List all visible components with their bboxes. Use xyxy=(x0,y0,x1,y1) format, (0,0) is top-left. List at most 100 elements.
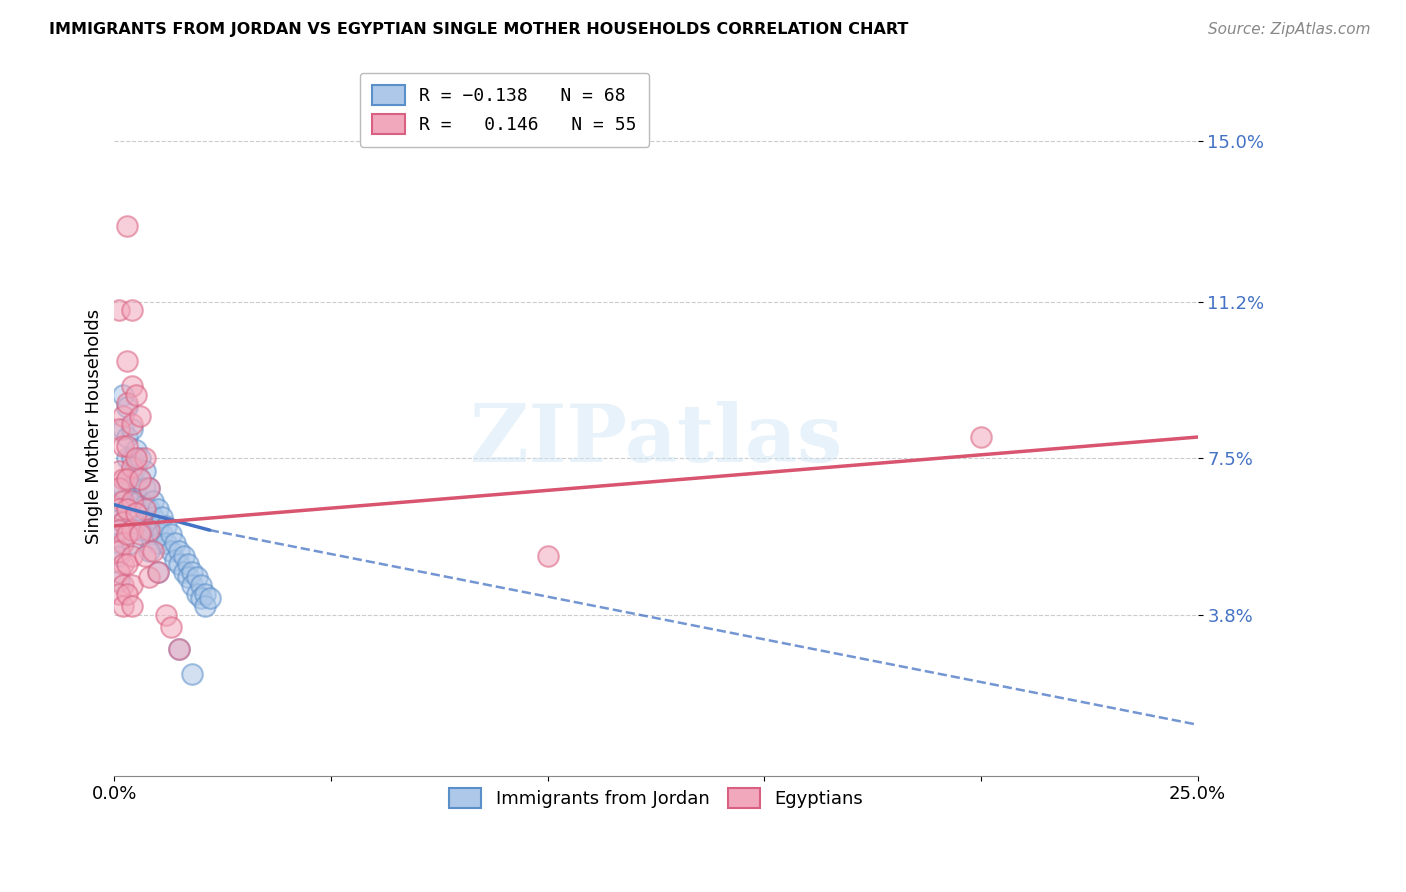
Point xyxy=(138,544,160,558)
Point xyxy=(129,451,152,466)
Point xyxy=(112,409,135,423)
Point xyxy=(121,549,143,563)
Point xyxy=(159,620,181,634)
Point xyxy=(125,459,148,474)
Point xyxy=(107,566,129,580)
Point xyxy=(198,591,221,605)
Point xyxy=(537,549,560,563)
Point xyxy=(112,421,135,435)
Point xyxy=(117,472,139,486)
Point xyxy=(112,557,135,571)
Point xyxy=(181,578,204,592)
Point xyxy=(186,586,208,600)
Point xyxy=(117,557,139,571)
Point xyxy=(173,549,195,563)
Point xyxy=(129,472,152,486)
Point xyxy=(186,569,208,583)
Point xyxy=(173,566,195,580)
Point xyxy=(117,586,139,600)
Point xyxy=(121,459,143,474)
Text: IMMIGRANTS FROM JORDAN VS EGYPTIAN SINGLE MOTHER HOUSEHOLDS CORRELATION CHART: IMMIGRANTS FROM JORDAN VS EGYPTIAN SINGL… xyxy=(49,22,908,37)
Point xyxy=(112,599,135,614)
Point xyxy=(138,569,160,583)
Point xyxy=(146,566,169,580)
Point xyxy=(117,451,139,466)
Point xyxy=(181,667,204,681)
Point xyxy=(138,523,160,537)
Point xyxy=(117,472,139,486)
Point xyxy=(121,417,143,432)
Point xyxy=(129,472,152,486)
Point xyxy=(112,515,135,529)
Point xyxy=(138,519,160,533)
Point xyxy=(190,578,212,592)
Point xyxy=(134,481,156,495)
Point xyxy=(107,493,129,508)
Point xyxy=(107,523,129,537)
Point xyxy=(134,451,156,466)
Point xyxy=(129,409,152,423)
Point xyxy=(150,510,173,524)
Point xyxy=(121,578,143,592)
Point xyxy=(117,354,139,368)
Point xyxy=(112,536,135,550)
Point xyxy=(117,430,139,444)
Point xyxy=(117,527,139,541)
Point xyxy=(150,527,173,541)
Point xyxy=(107,303,129,318)
Point xyxy=(138,481,160,495)
Point xyxy=(169,557,191,571)
Point xyxy=(107,549,129,563)
Point xyxy=(117,502,139,516)
Point xyxy=(134,515,156,529)
Point xyxy=(112,438,135,452)
Point xyxy=(169,544,191,558)
Point xyxy=(194,599,217,614)
Point xyxy=(121,536,143,550)
Point xyxy=(125,506,148,520)
Text: ZIPatlas: ZIPatlas xyxy=(470,401,842,479)
Point xyxy=(107,586,129,600)
Point xyxy=(125,442,148,457)
Point xyxy=(107,544,129,558)
Legend: Immigrants from Jordan, Egyptians: Immigrants from Jordan, Egyptians xyxy=(441,781,870,815)
Point xyxy=(125,493,148,508)
Point xyxy=(125,388,148,402)
Point xyxy=(134,498,156,512)
Point xyxy=(121,523,143,537)
Point xyxy=(112,493,135,508)
Point xyxy=(134,464,156,478)
Point xyxy=(121,493,143,508)
Point xyxy=(129,523,152,537)
Point xyxy=(112,388,135,402)
Point xyxy=(107,574,129,588)
Point xyxy=(146,502,169,516)
Point xyxy=(107,421,129,435)
Point xyxy=(165,553,187,567)
Point xyxy=(117,396,139,410)
Point xyxy=(121,303,143,318)
Point xyxy=(107,536,129,550)
Point xyxy=(155,519,177,533)
Point xyxy=(138,481,160,495)
Point xyxy=(107,464,129,478)
Point xyxy=(117,438,139,452)
Point xyxy=(169,641,191,656)
Point xyxy=(194,586,217,600)
Point xyxy=(169,641,191,656)
Point xyxy=(107,502,129,516)
Point xyxy=(112,472,135,486)
Point xyxy=(121,421,143,435)
Point xyxy=(112,481,135,495)
Point xyxy=(159,544,181,558)
Point xyxy=(146,536,169,550)
Point xyxy=(134,549,156,563)
Point xyxy=(129,493,152,508)
Point xyxy=(142,544,165,558)
Point xyxy=(129,506,152,520)
Point xyxy=(125,451,148,466)
Point xyxy=(142,493,165,508)
Point xyxy=(970,430,993,444)
Point xyxy=(129,527,152,541)
Point xyxy=(142,527,165,541)
